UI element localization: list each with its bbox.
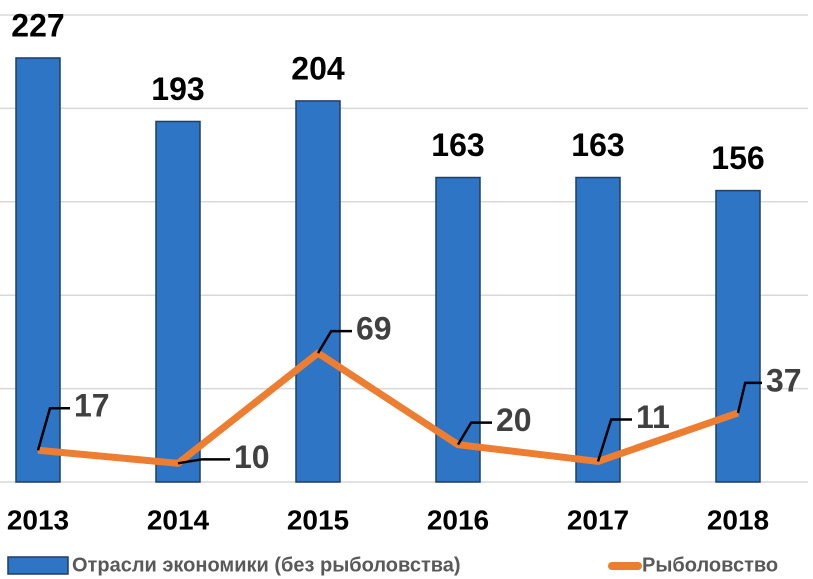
x-tick-label: 2017 — [567, 504, 629, 535]
leader-line — [736, 381, 762, 414]
leader-line — [316, 329, 352, 354]
line — [37, 349, 740, 467]
data-label: 163 — [431, 127, 484, 163]
data-label: 227 — [11, 7, 64, 43]
x-tick-label: 2013 — [7, 504, 69, 535]
data-label: 163 — [571, 127, 624, 163]
data-label: 193 — [151, 71, 204, 107]
data-label: 20 — [496, 402, 532, 438]
data-label: 69 — [356, 311, 392, 347]
x-tick-label: 2015 — [287, 504, 349, 535]
data-label: 11 — [636, 399, 670, 435]
data-label: 156 — [711, 140, 764, 176]
bar — [295, 100, 341, 483]
data-label: 10 — [234, 439, 270, 475]
data-label: 17 — [74, 388, 110, 424]
bar — [715, 189, 761, 483]
bar — [155, 120, 201, 483]
x-tick-label: 2016 — [427, 504, 489, 535]
leader-line — [596, 418, 632, 462]
legend-label: Отрасли экономики (без рыболовства) — [72, 554, 461, 576]
x-tick-label: 2018 — [707, 504, 769, 535]
data-label: 204 — [291, 50, 345, 86]
leader-line — [36, 406, 70, 451]
bar — [575, 176, 621, 483]
data-label: 37 — [766, 362, 802, 398]
legend-label: Рыболовство — [642, 554, 778, 576]
x-tick-label: 2014 — [147, 504, 210, 535]
leader-line — [456, 421, 492, 446]
leader-line — [177, 458, 230, 465]
bar — [15, 57, 61, 483]
legend-swatch — [7, 556, 69, 575]
